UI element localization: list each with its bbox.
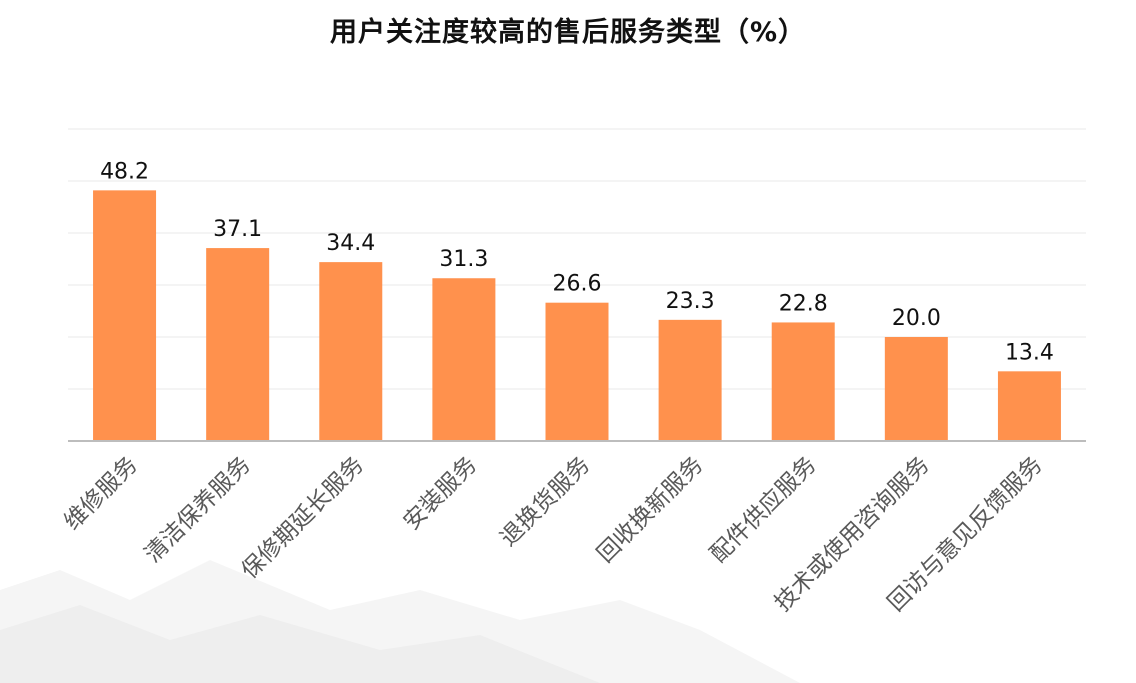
x-tick-label: 清洁保养服务 bbox=[140, 452, 256, 568]
bar bbox=[884, 337, 948, 441]
data-label: 37.1 bbox=[213, 217, 262, 242]
bar bbox=[997, 371, 1061, 441]
x-tick-label: 维修服务 bbox=[59, 452, 142, 535]
data-labels: 48.2 37.1 34.4 31.3 26.6 23.3 22.8 20.0 13.4 bbox=[100, 159, 1054, 365]
data-label: 34.4 bbox=[326, 231, 375, 256]
x-tick-label: 安装服务 bbox=[399, 452, 482, 535]
data-label: 23.3 bbox=[666, 289, 715, 314]
bar bbox=[545, 302, 609, 441]
data-label: 31.3 bbox=[439, 247, 488, 272]
x-tick-label: 回收换新服务 bbox=[592, 452, 708, 568]
data-label: 20.0 bbox=[892, 306, 941, 331]
bar bbox=[658, 319, 722, 441]
data-label: 26.6 bbox=[553, 272, 602, 297]
bars bbox=[93, 190, 1061, 441]
x-tick-label: 退换货服务 bbox=[496, 452, 596, 552]
data-label: 22.8 bbox=[779, 291, 828, 316]
bar bbox=[432, 278, 496, 441]
bar bbox=[93, 190, 157, 441]
x-tick-label: 配件供应服务 bbox=[705, 452, 821, 568]
bar bbox=[206, 248, 270, 441]
chart-title: 用户关注度较高的售后服务类型（%） bbox=[329, 17, 807, 48]
bar bbox=[319, 262, 383, 441]
x-tick-label: 保修期延长服务 bbox=[237, 452, 369, 584]
bar bbox=[771, 322, 835, 441]
data-label: 13.4 bbox=[1005, 340, 1054, 365]
data-label: 48.2 bbox=[100, 159, 149, 184]
